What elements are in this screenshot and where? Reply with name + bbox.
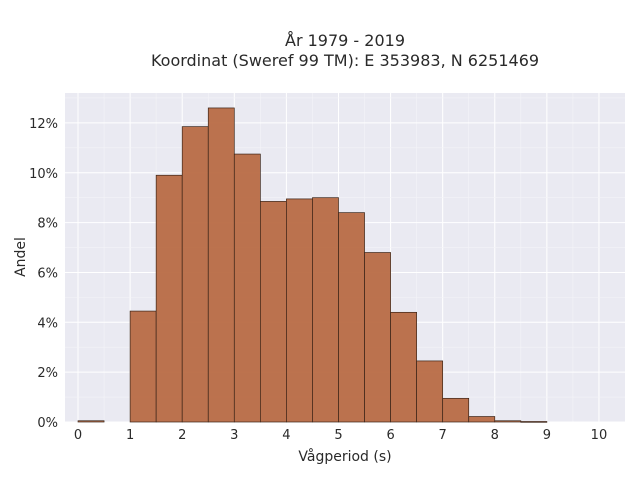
x-tick-label: 4 xyxy=(282,428,290,443)
x-tick-label: 6 xyxy=(386,428,394,443)
histogram-bar xyxy=(77,420,105,423)
x-tick-label: 0 xyxy=(74,428,82,443)
histogram-bar xyxy=(468,416,496,423)
histogram-bar xyxy=(259,201,287,423)
histogram-bar xyxy=(233,153,261,423)
y-tick-label: 6% xyxy=(37,266,58,281)
chart-title-line-2: Koordinat (Sweref 99 TM): E 353983, N 62… xyxy=(151,51,539,70)
x-tick-label: 2 xyxy=(178,428,186,443)
x-tick-label: 8 xyxy=(491,428,499,443)
histogram-bar xyxy=(494,420,522,423)
x-tick-label: 3 xyxy=(230,428,238,443)
x-tick-label: 9 xyxy=(543,428,551,443)
x-tick-label: 1 xyxy=(126,428,134,443)
x-axis-label: Vågperiod (s) xyxy=(298,448,391,465)
chart-title-line-1: År 1979 - 2019 xyxy=(285,31,405,50)
histogram-bar xyxy=(129,310,157,423)
histogram-bar xyxy=(416,360,444,423)
histogram-bar xyxy=(286,198,313,423)
y-tick-label: 8% xyxy=(37,217,58,232)
histogram-bar xyxy=(312,197,339,423)
histogram-bar xyxy=(364,252,391,423)
histogram-bar xyxy=(181,126,209,423)
y-tick-label: 12% xyxy=(29,117,58,132)
y-axis-label: Andel xyxy=(13,237,29,277)
histogram-bar xyxy=(442,397,470,423)
histogram-bar xyxy=(155,174,183,423)
histogram-bar xyxy=(520,421,548,423)
y-tick-label: 0% xyxy=(37,416,58,431)
histogram-bar xyxy=(207,107,235,423)
bars-layer xyxy=(77,107,548,423)
y-tick-label: 10% xyxy=(29,167,58,182)
ticks-layer: 0 1 2 3 4 5 6 7 8 9 10 0% 2% 4% 6% 8% 10% 12% xyxy=(29,117,607,443)
x-tick-label: 10 xyxy=(591,428,608,443)
histogram-bar xyxy=(390,311,417,423)
x-tick-label: 7 xyxy=(439,428,447,443)
histogram-bar xyxy=(338,212,365,423)
y-tick-label: 2% xyxy=(37,366,58,381)
x-tick-label: 5 xyxy=(334,428,342,443)
y-tick-label: 4% xyxy=(37,316,58,331)
